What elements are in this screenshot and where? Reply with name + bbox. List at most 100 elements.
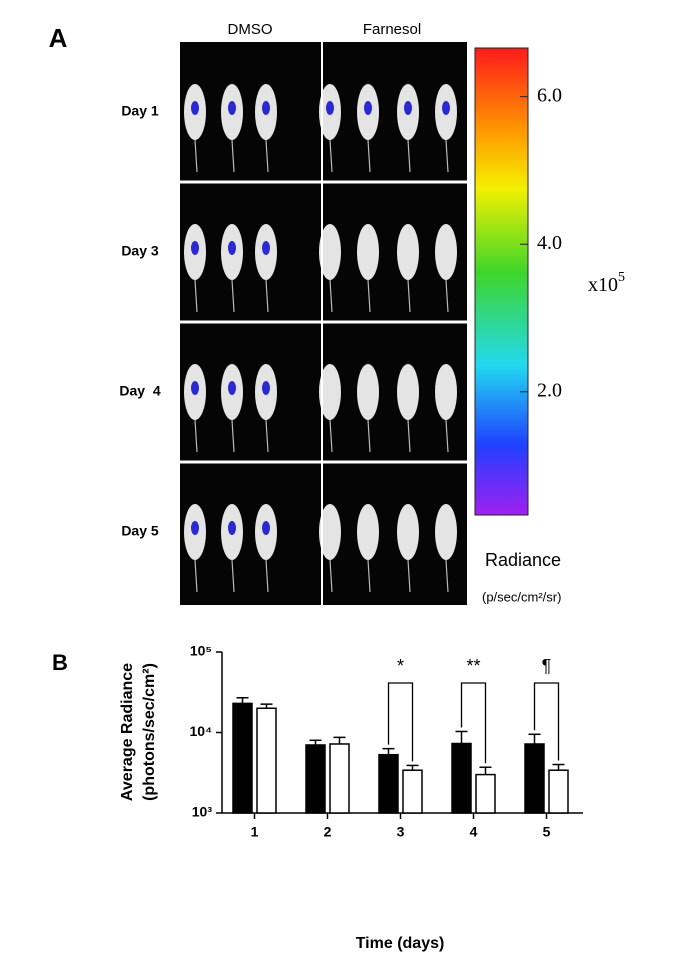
tail [329, 279, 333, 313]
row-label: Day 5 [121, 523, 159, 539]
y-tick-label: 10³ [192, 804, 213, 820]
colorbar-tick-label: 6.0 [537, 84, 562, 106]
signal [442, 101, 450, 115]
x-axis-label: Time (days) [356, 935, 445, 952]
significance-label: ** [466, 656, 480, 676]
mouse [357, 504, 379, 560]
significance-label: ¶ [542, 656, 552, 676]
signal [191, 521, 199, 535]
colorbar [474, 47, 529, 516]
signal [326, 101, 334, 115]
tail [194, 419, 198, 453]
tail [445, 419, 449, 453]
significance-bracket [387, 682, 414, 762]
significance-bracket [533, 682, 560, 761]
tail [407, 139, 411, 173]
tail [407, 559, 411, 593]
tail [329, 139, 333, 173]
y-axis-label: Average Radiance [119, 663, 136, 801]
y-tick-label: 10⁴ [190, 723, 213, 739]
significance-label: * [397, 656, 404, 676]
signal [262, 241, 270, 255]
exponent: 5 [618, 270, 625, 285]
mouse [435, 504, 457, 560]
signal [191, 241, 199, 255]
tail [367, 559, 371, 593]
mouse [319, 224, 341, 280]
signal [228, 101, 236, 115]
tail [265, 419, 269, 453]
significance-bracket [460, 682, 487, 764]
tail [445, 559, 449, 593]
bar [524, 743, 545, 814]
y-axis-label: (photons/sec/cm²) [141, 663, 158, 801]
tail [265, 139, 269, 173]
bar [329, 743, 350, 814]
mouse [397, 364, 419, 420]
bar [305, 744, 326, 814]
tail [367, 139, 371, 173]
bar [451, 742, 472, 814]
bar [402, 769, 423, 814]
imaging-panels [180, 42, 467, 605]
tail [231, 279, 235, 313]
mouse [435, 224, 457, 280]
x-tick-label: 2 [324, 824, 332, 840]
tail [265, 279, 269, 313]
bar [378, 753, 399, 814]
signal [262, 101, 270, 115]
row-label: Day 4 [119, 383, 160, 399]
signal [404, 101, 412, 115]
mouse [435, 364, 457, 420]
bar [256, 707, 277, 814]
tail [329, 559, 333, 593]
bar [232, 702, 253, 814]
tail [445, 139, 449, 173]
tail [231, 419, 235, 453]
row-label: Day 1 [121, 103, 159, 119]
bar [475, 773, 496, 814]
x-tick-label: 3 [397, 824, 405, 840]
signal [364, 101, 372, 115]
mouse [397, 504, 419, 560]
panel-label: B [52, 650, 68, 675]
tail [194, 279, 198, 313]
mouse [357, 224, 379, 280]
tail [329, 419, 333, 453]
tail [367, 419, 371, 453]
tail [194, 559, 198, 593]
panel-label: A [49, 23, 68, 53]
signal [191, 101, 199, 115]
signal [228, 381, 236, 395]
mouse [357, 364, 379, 420]
tail [407, 419, 411, 453]
signal [262, 521, 270, 535]
colorbar-unit: (p/sec/cm²/sr) [482, 589, 561, 604]
x-tick-label: 5 [543, 824, 551, 840]
signal [191, 381, 199, 395]
colorbar-tick-label: 2.0 [537, 379, 562, 401]
y-tick-label: 10⁵ [190, 643, 212, 659]
multiplier: x10 [588, 274, 618, 296]
signal [262, 381, 270, 395]
colorbar-multiplier: x105 [588, 270, 625, 295]
mouse [397, 224, 419, 280]
mouse [319, 504, 341, 560]
column-header: DMSO [228, 21, 273, 38]
signal [228, 521, 236, 535]
x-tick-label: 1 [251, 824, 259, 840]
x-tick-label: 4 [470, 824, 478, 840]
tail [194, 139, 198, 173]
row-label: Day 3 [121, 243, 159, 259]
mouse [319, 364, 341, 420]
tail [367, 279, 371, 313]
colorbar-tick-label: 4.0 [537, 232, 562, 254]
signal [228, 241, 236, 255]
column-header: Farnesol [363, 21, 421, 38]
tail [231, 559, 235, 593]
tail [445, 279, 449, 313]
bar [548, 769, 569, 814]
colorbar-title: Radiance [485, 550, 561, 570]
tail [265, 559, 269, 593]
